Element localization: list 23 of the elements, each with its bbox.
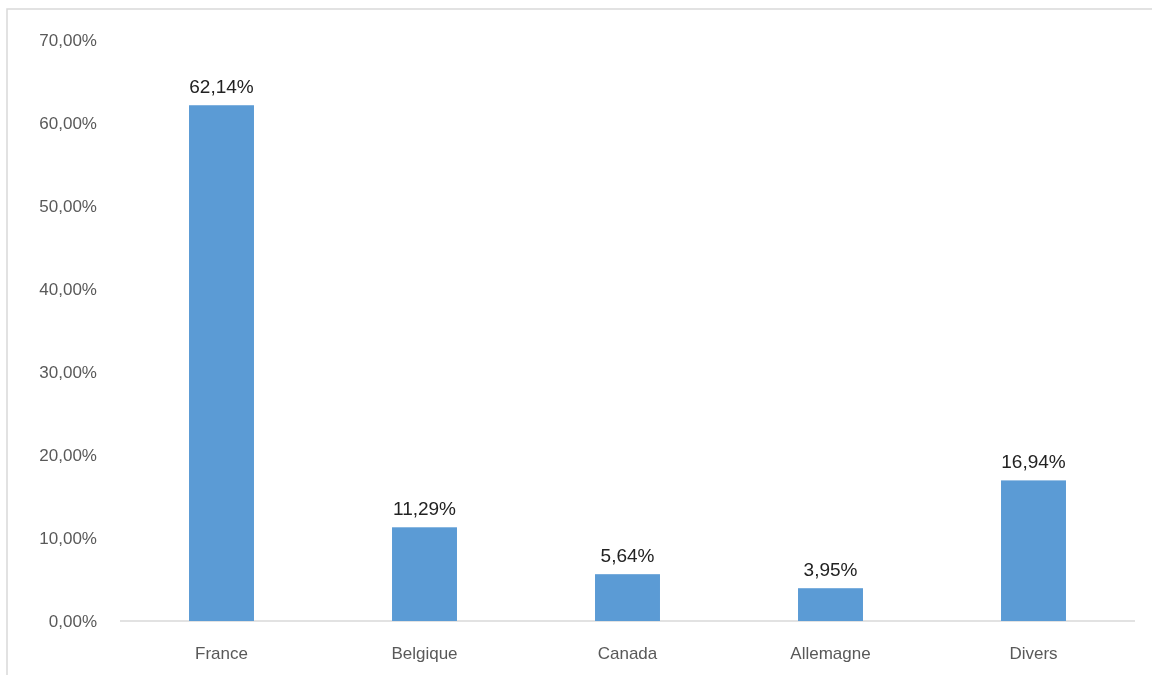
x-tick-label: Divers — [1009, 644, 1058, 663]
x-tick-label: Allemagne — [790, 644, 871, 663]
data-label: 62,14% — [189, 76, 254, 98]
bar — [189, 105, 254, 621]
bar — [595, 574, 660, 621]
data-label: 3,95% — [803, 559, 858, 581]
bar — [798, 588, 863, 621]
y-tick-label: 10,00% — [39, 528, 97, 548]
bar — [392, 527, 457, 621]
y-tick-label: 60,00% — [39, 113, 97, 133]
data-label: 11,29% — [392, 498, 457, 520]
x-tick-label: Canada — [597, 644, 658, 663]
y-tick-label: 50,00% — [39, 196, 97, 216]
data-label: 5,64% — [600, 545, 655, 567]
y-tick-label: 20,00% — [39, 445, 97, 465]
y-tick-label: 0,00% — [48, 611, 97, 631]
y-tick-label: 40,00% — [39, 279, 97, 299]
data-label: 16,94% — [1001, 451, 1066, 473]
y-tick-label: 30,00% — [39, 362, 97, 382]
y-tick-label: 70,00% — [39, 30, 97, 50]
bar — [1001, 480, 1066, 621]
x-tick-label: France — [195, 644, 248, 663]
x-tick-label: Belgique — [391, 644, 458, 663]
